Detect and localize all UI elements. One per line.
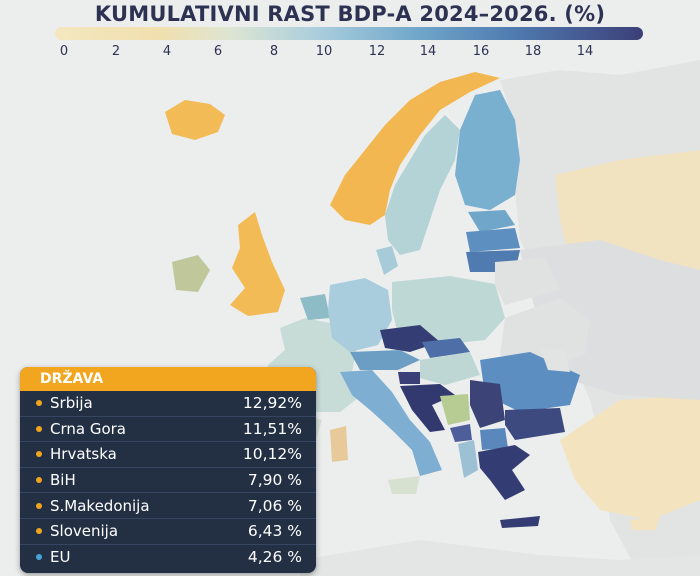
serbia [470, 380, 505, 428]
growth-value: 7,06 % [247, 496, 302, 515]
map-title: KUMULATIVNI RAST BDP-A 2024–2026. (%) [94, 2, 606, 26]
bullet-dot [36, 400, 42, 407]
ireland [172, 255, 210, 292]
north-macedonia [480, 428, 508, 450]
italy [340, 370, 442, 476]
bosnia [440, 394, 470, 425]
scale-tick: 2 [111, 44, 121, 59]
ukraine [500, 298, 590, 370]
belarus [495, 258, 560, 305]
scale-tick: 6 [213, 44, 223, 59]
country-name: S.Makedonija [50, 496, 150, 515]
scale-tick: 18 [524, 44, 542, 59]
benelux [300, 294, 330, 320]
great-britain [230, 212, 285, 316]
country-name: EU [50, 548, 71, 567]
sweden [385, 115, 460, 255]
slovakia [422, 338, 470, 358]
iceland [165, 100, 225, 140]
bullet-dot [36, 477, 42, 484]
scale-tick: 12 [368, 44, 386, 59]
table-row: Crna Gora 11,51% [20, 417, 316, 443]
moldova [540, 348, 570, 372]
bullet-dot [36, 425, 42, 432]
country-name: Slovenija [50, 522, 119, 541]
germany [328, 278, 392, 352]
growth-value: 12,92% [242, 394, 302, 413]
scale-tick: 16 [472, 44, 490, 59]
bullet-dot [36, 451, 42, 458]
scale-tick: 14 [419, 44, 437, 59]
growth-value: 10,12% [242, 445, 302, 464]
table-header: DRŽAVA [20, 367, 316, 391]
table-row: S.Makedonija 7,06 % [20, 493, 316, 519]
bullet-dot [36, 528, 42, 535]
growth-value: 7,90 % [247, 471, 302, 490]
scale-tick: 4 [162, 44, 172, 59]
growth-value: 6,43 % [247, 522, 302, 541]
scale-tick: 8 [269, 44, 279, 59]
baltic-estonia [468, 210, 515, 232]
table-row: Slovenija 6,43 % [20, 519, 316, 545]
country-name: Hrvatska [50, 445, 117, 464]
albania [458, 440, 478, 478]
slovenia [398, 372, 420, 384]
scale-tick: 0 [59, 44, 69, 59]
sardinia [330, 426, 348, 462]
table-row: BiH 7,90 % [20, 468, 316, 494]
color-scale-bar [55, 27, 643, 40]
greece [478, 445, 530, 500]
north-africa-region [300, 540, 700, 576]
austria [350, 350, 420, 370]
finland [455, 90, 520, 210]
hungary [420, 352, 480, 385]
country-name: Srbija [50, 394, 93, 413]
country-name: Crna Gora [50, 419, 127, 438]
table-row: EU 4,26 % [20, 545, 316, 571]
scale-tick: 10 [315, 44, 333, 59]
norway [330, 72, 500, 225]
baltic-latvia [466, 228, 520, 252]
bulgaria [505, 408, 565, 440]
cyprus [630, 516, 660, 530]
table-row: Srbija 12,92% [20, 391, 316, 417]
growth-value: 11,51% [242, 419, 302, 438]
sicily [388, 476, 420, 494]
turkey-region [560, 395, 700, 520]
country-name: BiH [50, 471, 76, 490]
denmark [376, 246, 398, 275]
country-table: DRŽAVA Srbija 12,92% Crna Gora 11,51% Hr… [20, 367, 316, 573]
scale-tick: 14 [576, 44, 594, 59]
growth-value: 4,26 % [247, 548, 302, 567]
bullet-dot [36, 502, 42, 509]
crete [500, 516, 540, 528]
bullet-dot [36, 554, 42, 561]
montenegro [450, 424, 472, 442]
table-row: Hrvatska 10,12% [20, 442, 316, 468]
